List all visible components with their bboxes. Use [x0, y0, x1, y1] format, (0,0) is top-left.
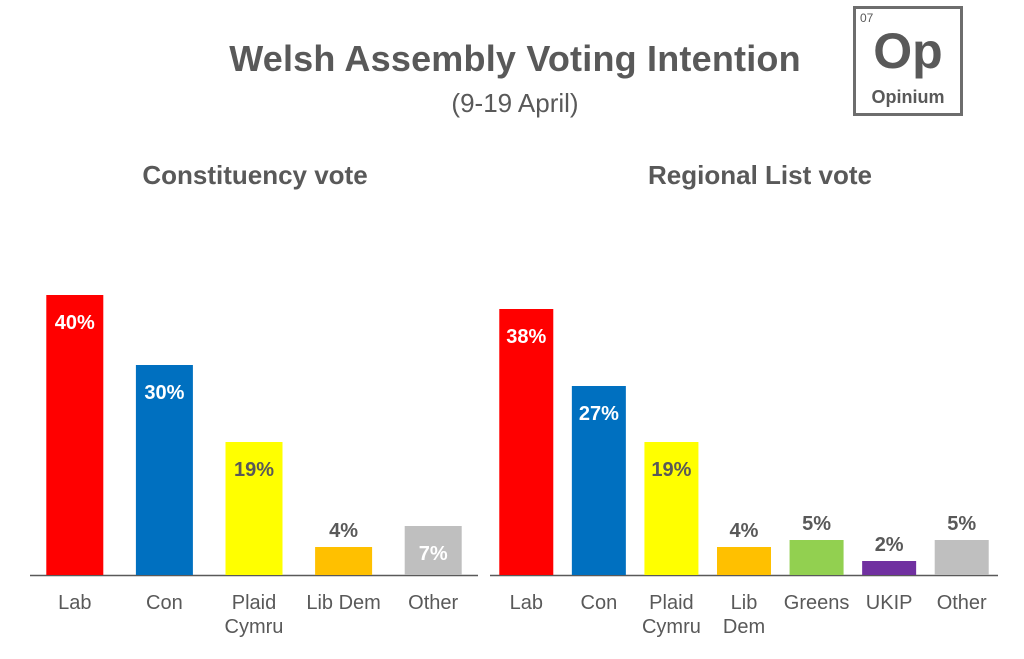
regional-value-label-lib-dem: 4% [730, 520, 759, 542]
page-subtitle: (9-19 April) [451, 88, 579, 118]
logo-symbol: Op [873, 23, 943, 79]
regional-value-label-plaid-cymru: 19% [651, 459, 691, 481]
constituency-chart-title: Constituency vote [142, 160, 368, 190]
regional-bar-other [934, 540, 989, 575]
constituency-category-label-lib-dem: Lib Dem [306, 592, 380, 614]
constituency-value-label-plaid-cymru: 19% [234, 459, 274, 481]
regional-bar-con [571, 386, 626, 575]
constituency-bar-lib-dem [315, 547, 373, 575]
logo-number: 07 [860, 11, 874, 25]
constituency-value-label-con: 30% [144, 382, 184, 404]
regional-value-label-ukip: 2% [875, 534, 904, 556]
constituency-category-label-plaid-cymru: Plaid Cymru [225, 592, 284, 638]
regional-chart-title: Regional List vote [648, 160, 872, 190]
regional-value-label-other: 5% [947, 513, 976, 535]
constituency-category-label-lab: Lab [58, 592, 91, 614]
constituency-bar-plaid-cymru [225, 442, 283, 575]
constituency-category-label-con: Con [146, 592, 183, 614]
regional-category-label-lab: Lab [510, 592, 543, 614]
regional-bar-plaid-cymru [644, 442, 699, 575]
regional-bar-greens [789, 540, 844, 575]
regional-category-label-ukip: UKIP [866, 592, 913, 614]
regional-bar-lab [499, 309, 554, 575]
constituency-value-label-other: 7% [419, 543, 448, 565]
constituency-value-label-lib-dem: 4% [329, 520, 358, 542]
regional-value-label-greens: 5% [802, 513, 831, 535]
constituency-bar-other [404, 526, 462, 575]
constituency-bar-lab [46, 295, 104, 575]
regional-value-label-con: 27% [579, 403, 619, 425]
page-title: Welsh Assembly Voting Intention [229, 38, 801, 79]
logo-name: Opinium [871, 87, 945, 107]
regional-bar-ukip [862, 561, 917, 575]
regional-category-label-con: Con [581, 592, 618, 614]
constituency-value-label-lab: 40% [55, 312, 95, 334]
regional-bar-lib-dem [717, 547, 771, 575]
regional-category-label-greens: Greens [784, 592, 850, 614]
regional-category-label-plaid-cymru: Plaid Cymru [642, 592, 701, 638]
regional-value-label-lab: 38% [506, 326, 546, 348]
constituency-category-label-other: Other [408, 592, 458, 614]
regional-category-label-lib-dem: Lib Dem [723, 592, 765, 638]
opinium-logo: 07 Op Opinium [853, 6, 963, 116]
constituency-bar-con [135, 365, 193, 575]
regional-category-label-other: Other [937, 592, 987, 614]
